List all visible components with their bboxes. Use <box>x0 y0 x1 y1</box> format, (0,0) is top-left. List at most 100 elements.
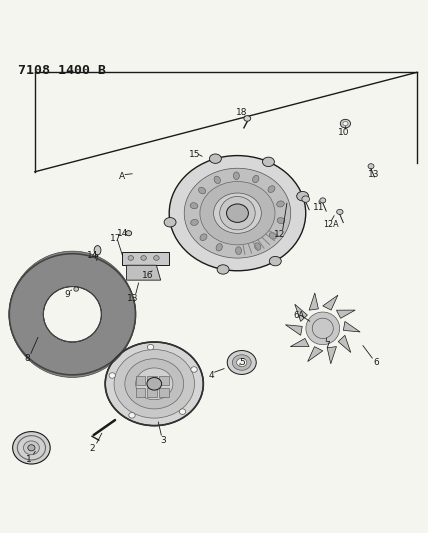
Ellipse shape <box>13 432 50 464</box>
Text: 4: 4 <box>209 371 215 380</box>
Text: 15: 15 <box>189 150 201 159</box>
Polygon shape <box>343 321 360 332</box>
Text: 7108 1400 B: 7108 1400 B <box>18 64 106 77</box>
Ellipse shape <box>320 198 326 203</box>
Polygon shape <box>295 304 307 321</box>
Ellipse shape <box>164 217 176 227</box>
Ellipse shape <box>235 247 241 254</box>
Ellipse shape <box>109 373 116 378</box>
Ellipse shape <box>147 344 154 350</box>
Text: 8: 8 <box>25 354 30 363</box>
Ellipse shape <box>297 191 309 201</box>
Ellipse shape <box>262 157 274 166</box>
Ellipse shape <box>141 256 146 260</box>
Ellipse shape <box>190 220 198 225</box>
Ellipse shape <box>24 441 39 455</box>
Ellipse shape <box>237 358 247 367</box>
Polygon shape <box>323 295 338 310</box>
Ellipse shape <box>136 368 173 400</box>
Ellipse shape <box>200 234 207 240</box>
Polygon shape <box>336 310 355 318</box>
Polygon shape <box>285 325 302 335</box>
Ellipse shape <box>269 232 276 239</box>
Text: 14: 14 <box>87 252 98 260</box>
Ellipse shape <box>9 254 136 375</box>
Ellipse shape <box>125 359 184 409</box>
Text: 10: 10 <box>339 127 350 136</box>
Ellipse shape <box>216 244 222 251</box>
Text: A: A <box>119 172 125 181</box>
Ellipse shape <box>311 317 335 340</box>
Bar <box>148 388 157 397</box>
Polygon shape <box>309 293 318 310</box>
Bar <box>136 388 145 397</box>
Polygon shape <box>290 338 309 346</box>
Ellipse shape <box>199 187 206 194</box>
Ellipse shape <box>312 318 333 338</box>
Polygon shape <box>327 346 336 364</box>
Text: 13: 13 <box>368 170 380 179</box>
Ellipse shape <box>147 377 162 390</box>
Text: 7: 7 <box>324 341 330 350</box>
Ellipse shape <box>28 445 35 451</box>
Ellipse shape <box>179 409 186 414</box>
Ellipse shape <box>244 116 251 121</box>
Ellipse shape <box>232 355 251 370</box>
Text: 2: 2 <box>89 444 95 453</box>
Ellipse shape <box>220 197 255 230</box>
Ellipse shape <box>227 351 256 375</box>
Text: 12A: 12A <box>324 220 339 229</box>
Ellipse shape <box>154 256 159 260</box>
Text: 16: 16 <box>142 271 154 280</box>
Text: 12: 12 <box>274 230 286 239</box>
Ellipse shape <box>307 325 316 332</box>
Ellipse shape <box>128 256 134 260</box>
Ellipse shape <box>226 204 248 222</box>
Bar <box>159 388 169 397</box>
Text: 18: 18 <box>236 108 247 117</box>
Text: 9: 9 <box>64 290 70 298</box>
Text: 17: 17 <box>110 235 122 243</box>
Ellipse shape <box>302 196 309 203</box>
Ellipse shape <box>209 154 221 164</box>
Text: 3: 3 <box>160 436 166 445</box>
Ellipse shape <box>214 176 220 183</box>
Ellipse shape <box>343 122 348 126</box>
Ellipse shape <box>200 182 275 245</box>
Ellipse shape <box>255 243 261 250</box>
Polygon shape <box>127 265 160 280</box>
Text: 6A: 6A <box>294 311 305 320</box>
Text: 13: 13 <box>127 294 139 303</box>
Bar <box>159 376 169 385</box>
Polygon shape <box>308 346 323 361</box>
Ellipse shape <box>190 203 198 209</box>
Ellipse shape <box>214 193 262 233</box>
Ellipse shape <box>43 287 101 342</box>
Ellipse shape <box>217 265 229 274</box>
Ellipse shape <box>94 246 101 255</box>
Ellipse shape <box>368 164 374 169</box>
Ellipse shape <box>253 175 259 183</box>
Text: 11: 11 <box>313 203 324 212</box>
Ellipse shape <box>105 342 203 426</box>
Ellipse shape <box>169 156 306 271</box>
Ellipse shape <box>126 231 132 236</box>
Text: 5: 5 <box>239 358 245 367</box>
Ellipse shape <box>114 350 194 418</box>
Ellipse shape <box>306 312 340 345</box>
Ellipse shape <box>276 201 284 207</box>
Ellipse shape <box>191 367 197 372</box>
Polygon shape <box>122 253 169 265</box>
Ellipse shape <box>233 172 239 180</box>
Text: 1: 1 <box>26 455 31 464</box>
Bar <box>136 376 145 385</box>
Ellipse shape <box>268 186 275 192</box>
Ellipse shape <box>337 209 343 214</box>
Text: 6: 6 <box>373 358 379 367</box>
Bar <box>148 376 157 385</box>
Ellipse shape <box>184 168 291 258</box>
Ellipse shape <box>129 413 135 418</box>
Ellipse shape <box>340 119 351 128</box>
Polygon shape <box>338 335 351 352</box>
Ellipse shape <box>269 256 281 266</box>
